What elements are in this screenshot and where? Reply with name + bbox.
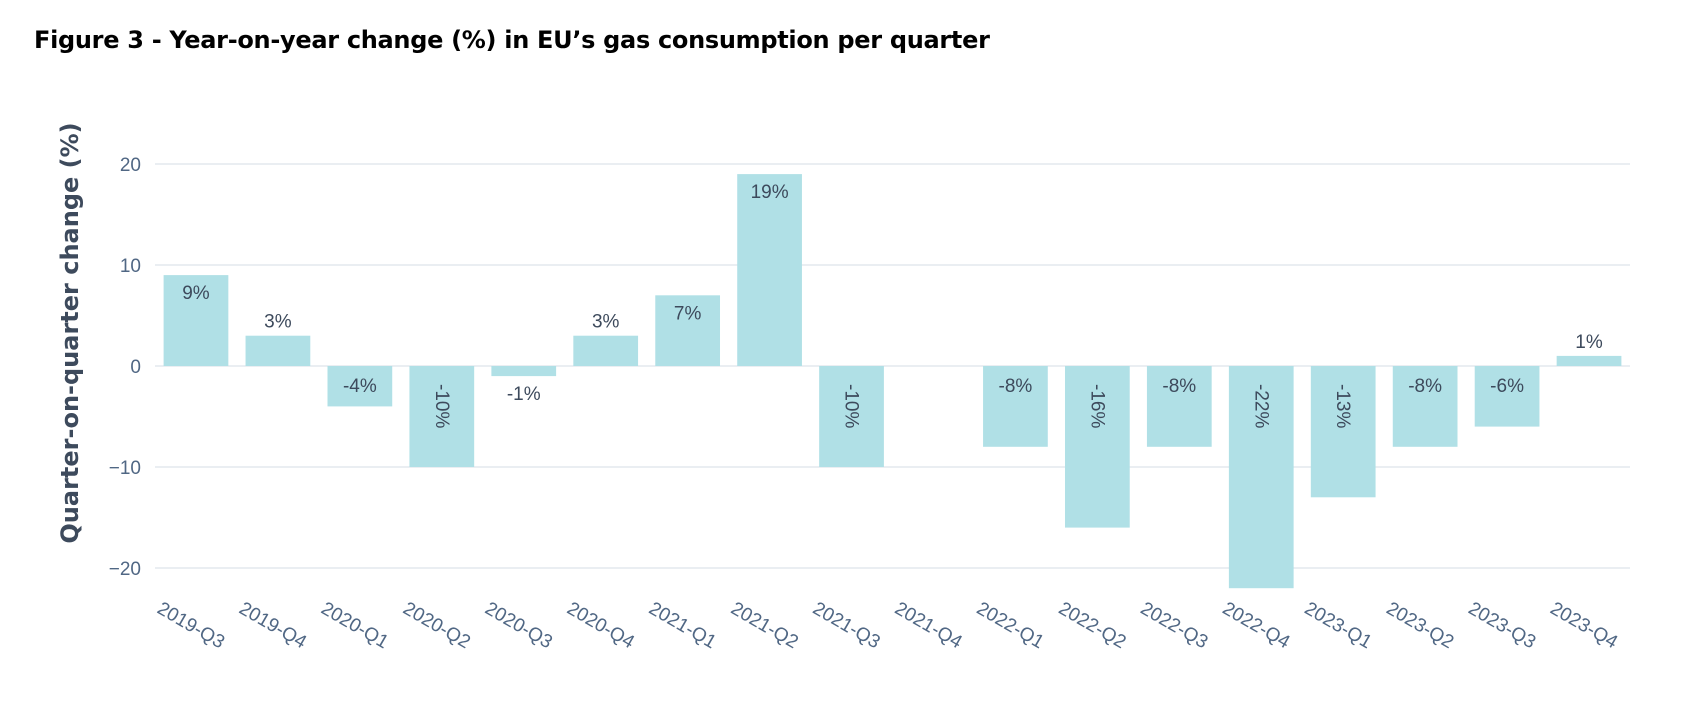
data-label: 1% [1575,332,1603,353]
bar-2019-Q3 [163,275,229,366]
data-label: -6% [1490,376,1524,397]
bar-2020-Q2 [409,366,475,467]
data-label: 3% [264,312,292,333]
bars [163,174,1622,589]
data-label: -16% [1086,384,1107,428]
data-label: -10% [841,384,862,428]
x-tick-label: 2022-Q4 [1219,598,1294,653]
x-tick-label: 2023-Q1 [1301,598,1376,653]
x-tick-label: 2022-Q3 [1137,598,1212,653]
bar-2020-Q4 [573,335,639,366]
bar-2022-Q2 [1064,366,1130,528]
x-tick-label: 2019-Q4 [235,598,310,653]
bar-2022-Q1 [983,366,1048,447]
x-tick-label: 2022-Q1 [973,598,1048,653]
data-label: -8% [1162,376,1196,397]
x-tick-label: 2020-Q1 [317,598,392,653]
data-label: -1% [507,384,541,405]
y-axis-label: Quarter-on-quarter change (%) [56,122,84,543]
bar-2021-Q3 [819,366,884,467]
x-tick-label: 2021-Q1 [645,598,720,653]
bar-2023-Q4 [1556,355,1622,366]
data-label: 7% [674,303,702,324]
data-labels: 9% 3% -4% -10% -1% 3% 7% 19% -10% -8% -16% -8% -22% -… [182,182,1603,428]
x-tick-label: 2023-Q3 [1465,598,1540,653]
y-tick-label: 20 [120,155,141,176]
data-label: -4% [343,376,377,397]
bar-2023-Q1 [1310,366,1376,498]
x-tick-label: 2021-Q2 [727,598,802,653]
figure-title: Figure 3 - Year-on-year change (%) in EU… [34,26,990,54]
y-axis-ticks: 20 10 0 −10 −20 [109,155,141,580]
data-label: -13% [1332,384,1353,428]
bar-2019-Q4 [245,335,311,366]
x-tick-label: 2023-Q4 [1547,598,1622,653]
bar-2020-Q1 [327,366,393,407]
x-tick-label: 2021-Q3 [809,598,884,653]
bar-2023-Q2 [1392,366,1458,447]
x-tick-label: 2023-Q2 [1383,598,1458,653]
y-tick-label: −10 [109,458,141,479]
bar-2022-Q3 [1146,366,1212,447]
bar-2023-Q3 [1474,366,1540,427]
bar-2022-Q4 [1228,366,1294,589]
bar-2021-Q2 [737,174,802,366]
x-tick-label: 2019-Q3 [153,598,228,653]
x-tick-label: 2020-Q4 [563,598,638,653]
x-tick-label: 2020-Q3 [481,598,556,653]
x-tick-label: 2021-Q4 [891,598,966,653]
x-axis-ticks: 2019-Q3 2019-Q4 2020-Q1 2020-Q2 2020-Q3 2020-… [153,598,1621,653]
x-tick-label: 2020-Q2 [399,598,474,653]
data-label: 3% [592,312,620,333]
data-label: -8% [999,376,1033,397]
y-tick-label: −20 [109,559,141,580]
data-label: 9% [182,283,210,304]
data-label: -10% [431,384,452,428]
data-label: -8% [1408,376,1442,397]
bar-2020-Q3 [491,366,557,377]
gridlines [155,163,1630,569]
y-tick-label: 10 [120,256,141,277]
data-label: -22% [1250,384,1271,428]
x-tick-label: 2022-Q2 [1055,598,1130,653]
y-tick-label: 0 [130,357,141,378]
bar-2021-Q1 [655,295,721,366]
data-label: 19% [751,182,789,203]
